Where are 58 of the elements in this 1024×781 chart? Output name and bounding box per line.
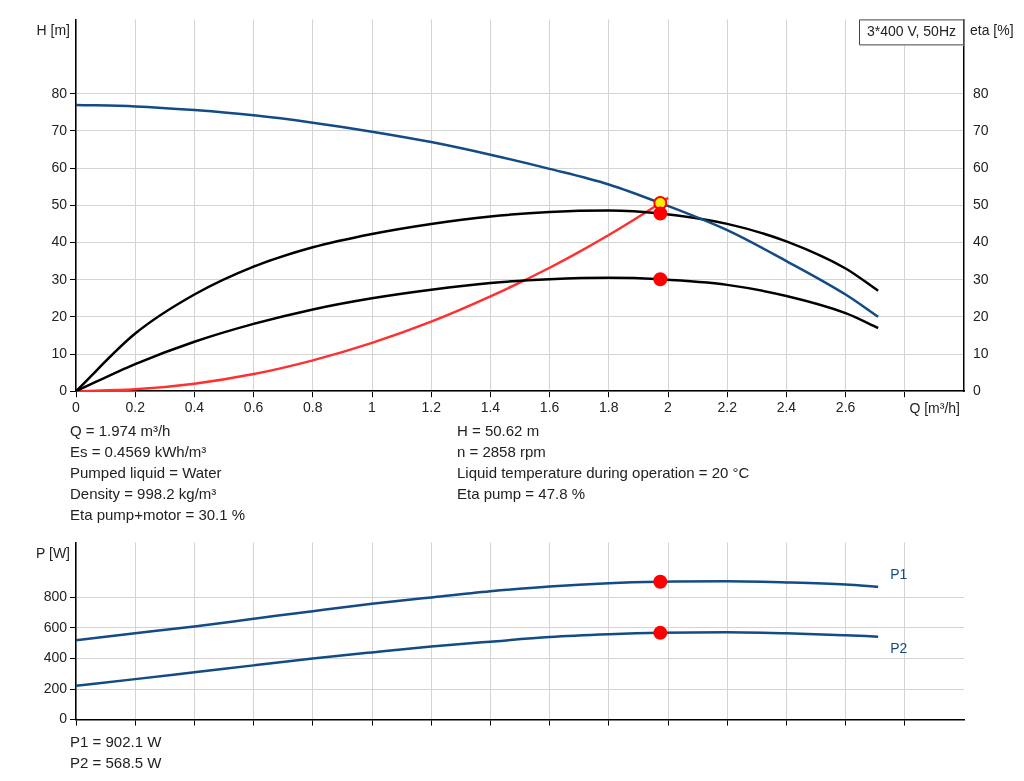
x-tick-label: 1.8 [599, 399, 619, 416]
x-tick-label: 0.2 [125, 399, 146, 416]
y-tick-label: 20 [51, 307, 68, 324]
y-tick-label: 200 [43, 679, 68, 696]
y2-tick-label: 10 [973, 344, 989, 361]
series-label: P2 [890, 639, 908, 656]
y-tick-label: 800 [43, 588, 68, 605]
y-tick-label: 40 [51, 233, 68, 250]
y-axis-title: H [m] [36, 22, 70, 39]
y-axis-title: P [W] [36, 545, 70, 562]
y2-tick-label: 50 [973, 196, 989, 213]
y-tick-label: 70 [51, 121, 68, 138]
y-tick-label: 10 [51, 344, 68, 361]
x-tick-label: 1.6 [539, 399, 560, 416]
x-tick-label: 0 [72, 399, 81, 416]
text: Density = 998.2 kg/m³ [70, 484, 218, 504]
y2-tick-label: 30 [973, 270, 989, 287]
y-tick-label: 400 [43, 649, 68, 666]
y-tick-label: 0 [59, 710, 68, 727]
text: Liquid temperature during operation = 20 °C [457, 463, 751, 483]
y2-axis-title: eta [%] [970, 22, 1014, 39]
chart-subtitle: 3*400 V, 50Hz [867, 23, 956, 40]
text: H = 50.62 m [457, 421, 541, 441]
x-tick-label: 0.6 [243, 399, 264, 416]
point [653, 206, 668, 221]
y2-tick-label: 40 [973, 233, 989, 250]
x-tick-label: 2.6 [835, 399, 856, 416]
point [653, 272, 668, 287]
y-tick-label: 0 [59, 382, 68, 399]
series-label: P1 [890, 565, 908, 582]
x-tick-label: 0.8 [303, 399, 323, 416]
y-tick-label: 50 [51, 196, 68, 213]
y2-tick-label: 70 [973, 121, 989, 138]
y-tick-label: 80 [51, 84, 68, 101]
x-tick-label: 1 [368, 399, 377, 416]
text: Eta pump+motor = 30.1 % [70, 505, 247, 525]
y-tick-label: 600 [43, 618, 68, 635]
x-tick-label: 1.4 [480, 399, 501, 416]
y2-tick-label: 80 [973, 84, 989, 101]
x-tick-label: 2.2 [717, 399, 738, 416]
y2-tick-label: 20 [973, 307, 989, 324]
y-tick-label: 30 [51, 270, 68, 287]
text: n = 2858 rpm [457, 442, 547, 462]
x-tick-label: 2 [664, 399, 673, 416]
x-tick-label: 2.4 [776, 399, 797, 416]
text: Pumped liquid = Water [70, 463, 223, 483]
text: P2 = 568.5 W [70, 753, 163, 773]
text: P1 = 902.1 W [70, 732, 163, 752]
text: Eta pump = 47.8 % [457, 484, 586, 504]
y2-tick-label: 60 [973, 158, 989, 175]
x-tick-label: 1.2 [421, 399, 442, 416]
x-tick-label: 0.4 [184, 399, 205, 416]
y2-tick-label: 0 [973, 382, 981, 399]
text: Es = 0.4569 kWh/m³ [70, 442, 208, 462]
text: Q = 1.974 m³/h [70, 421, 172, 441]
x-axis-title: Q [m³/h] [909, 400, 960, 417]
line-series [76, 103, 880, 319]
y-tick-label: 60 [51, 158, 68, 175]
